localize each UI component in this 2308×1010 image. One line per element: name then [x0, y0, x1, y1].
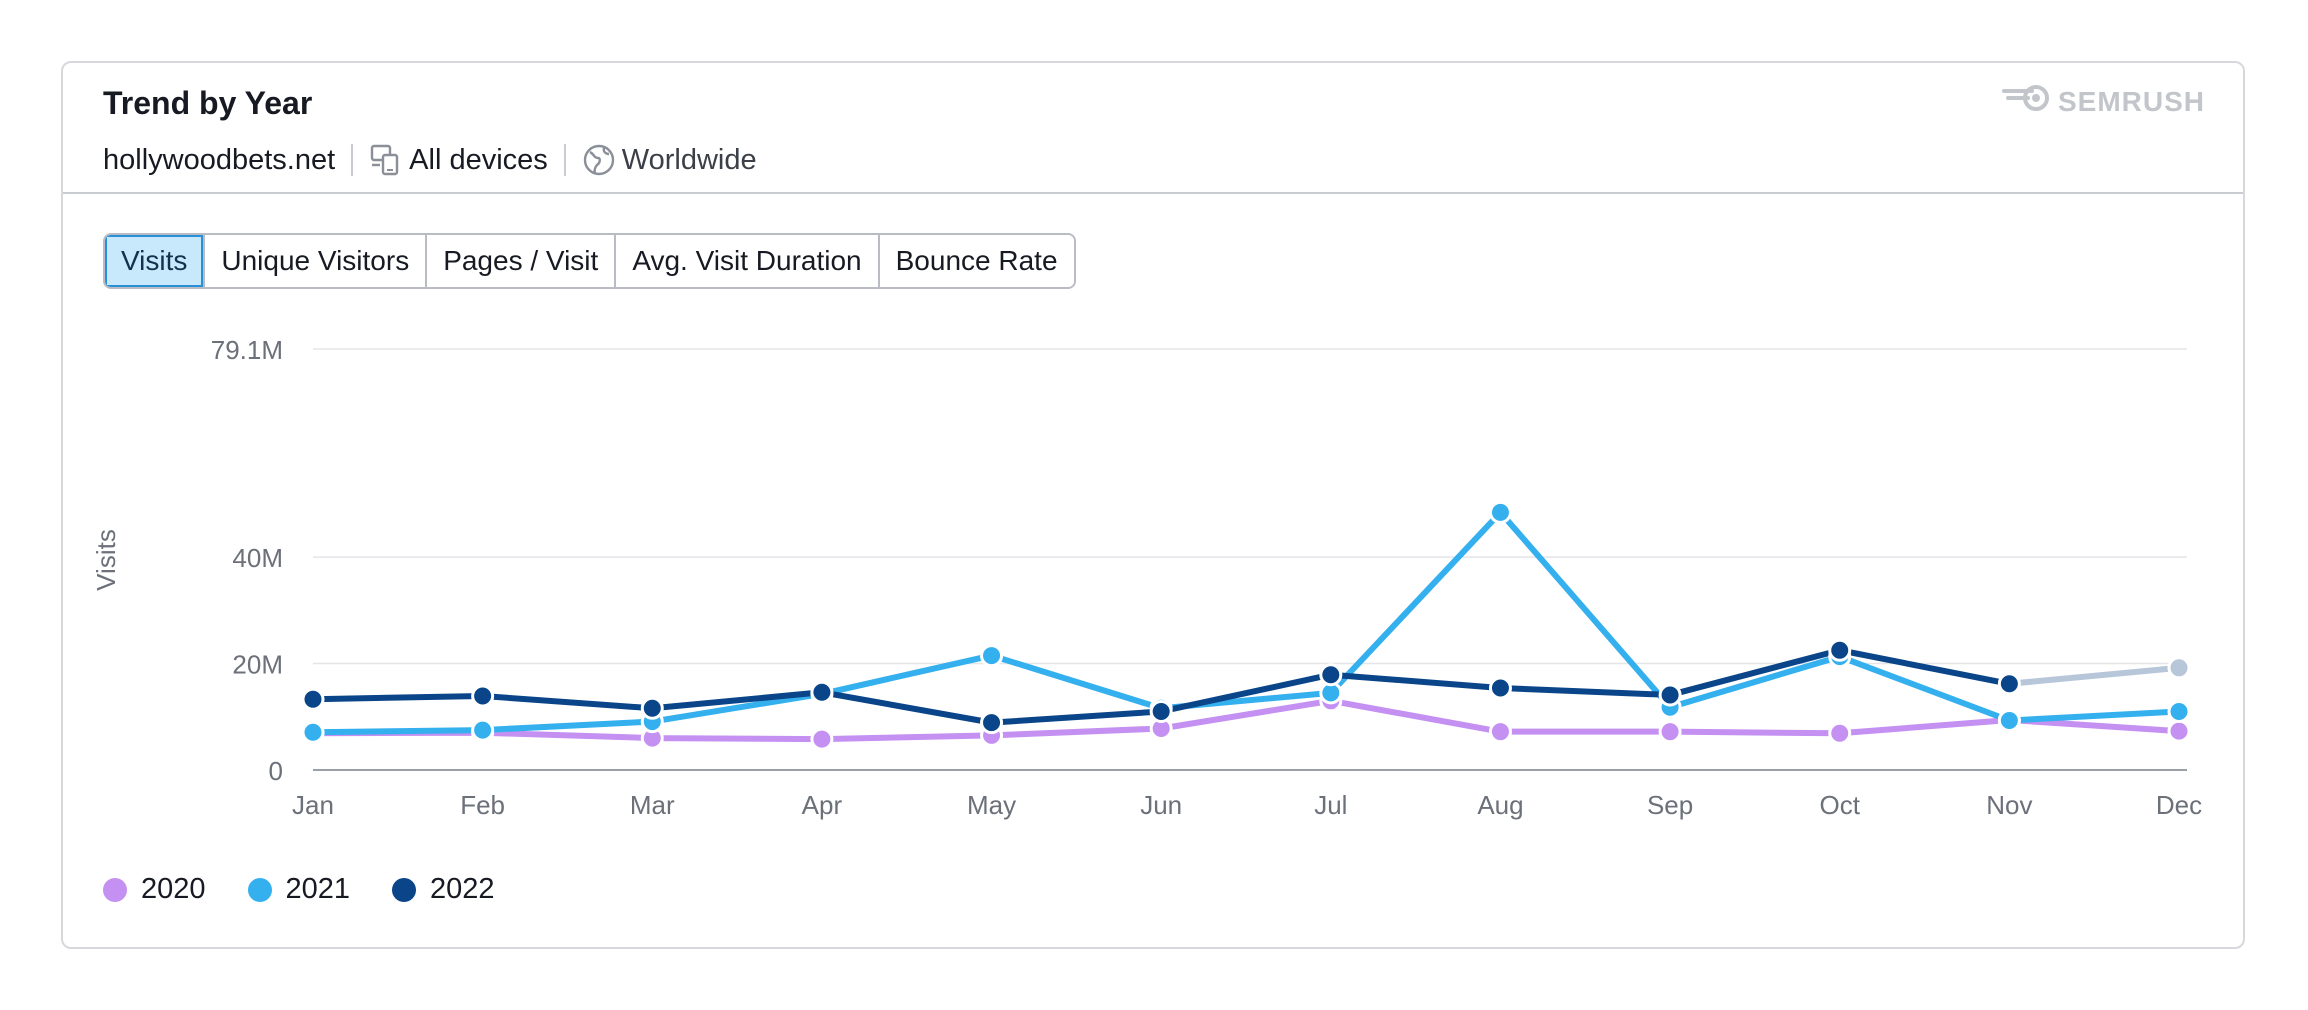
data-point-2020	[1658, 720, 1682, 744]
brand-text: SEMRUSH	[2057, 85, 2205, 117]
x-tick-label: Nov	[1986, 790, 2032, 820]
globe-icon	[582, 143, 616, 177]
data-point-2020	[810, 727, 834, 751]
data-point-2020	[1488, 720, 1512, 744]
projection-point	[2167, 656, 2191, 680]
x-tick-label: Dec	[2156, 790, 2202, 820]
data-point-2022	[1828, 638, 1852, 662]
data-point-2022	[301, 687, 325, 711]
tab-pages-per-visit[interactable]: Pages / Visit	[427, 235, 617, 287]
x-tick-label: Mar	[630, 790, 675, 820]
y-tick-label: 40M	[232, 543, 283, 573]
domain-label: hollywoodbets.net	[103, 143, 336, 176]
data-point-2021	[980, 644, 1004, 668]
series-line-2021	[310, 509, 2182, 736]
legend-dot-2020	[103, 877, 127, 902]
semrush-brand: SEMRUSH	[2001, 83, 2205, 120]
x-tick-label: Jun	[1140, 790, 1182, 820]
devices-label[interactable]: All devices	[409, 143, 548, 176]
series-line-2020	[310, 697, 2182, 743]
x-tick-label: Jul	[1314, 790, 1347, 820]
x-tick-label: Aug	[1477, 790, 1523, 820]
legend-item-2020[interactable]: 2020	[103, 873, 206, 906]
y-tick-label: 20M	[232, 650, 283, 680]
legend-label-2022: 2022	[430, 873, 495, 905]
chart-legend: 2020 2021 2022	[103, 873, 495, 906]
tab-visits[interactable]: Visits	[105, 235, 206, 287]
legend-label-2020: 2020	[141, 873, 206, 905]
metric-tabs: Visits Unique Visitors Pages / Visit Avg…	[103, 233, 1076, 289]
data-point-2022	[1997, 672, 2021, 696]
data-point-2021	[301, 720, 325, 744]
trend-line-chart: 0 20M 40M 79.1M Visits Jan Feb Mar Apr May Jun Jul A…	[91, 335, 2202, 820]
meta-divider	[563, 144, 566, 176]
legend-dot-2021	[247, 877, 272, 902]
data-point-2022	[810, 680, 834, 704]
devices-icon	[369, 143, 403, 177]
data-point-2022	[1488, 676, 1512, 700]
trend-card: Trend by Year hollywoodbets.net All devi…	[61, 61, 2245, 949]
data-point-2022	[1149, 699, 1173, 723]
region-label[interactable]: Worldwide	[621, 143, 757, 176]
data-point-2021	[471, 718, 495, 742]
x-tick-label: May	[967, 790, 1016, 820]
legend-label-2021: 2021	[285, 873, 351, 905]
data-point-2022	[640, 696, 664, 720]
x-tick-label: Apr	[802, 790, 843, 820]
meta-divider	[351, 144, 354, 176]
x-tick-label: Feb	[460, 790, 505, 820]
data-point-2022	[1658, 683, 1682, 707]
data-point-2022	[471, 684, 495, 708]
projection-line	[2006, 664, 2182, 687]
x-tick-label: Jan	[292, 790, 334, 820]
y-axis-title: Visits	[91, 529, 121, 591]
x-tick-label: Sep	[1647, 790, 1693, 820]
data-point-2020	[1828, 721, 1852, 745]
data-point-2021	[1488, 500, 1512, 524]
legend-item-2022[interactable]: 2022	[392, 873, 495, 906]
data-point-2020	[2167, 719, 2191, 743]
semrush-logo-icon	[2001, 83, 2052, 120]
y-tick-label: 79.1M	[211, 335, 283, 365]
card-title: Trend by Year	[103, 85, 313, 121]
card-header: Trend by Year hollywoodbets.net All devi…	[63, 63, 2243, 194]
data-point-2022	[1319, 663, 1343, 687]
legend-item-2021[interactable]: 2021	[247, 873, 351, 906]
tab-avg-visit-duration[interactable]: Avg. Visit Duration	[616, 235, 880, 287]
legend-dot-2022	[392, 877, 417, 902]
data-point-2022	[980, 711, 1004, 735]
data-point-2021	[2167, 699, 2191, 723]
x-tick-label: Oct	[1820, 790, 1861, 820]
data-point-2021	[1997, 709, 2021, 733]
y-tick-label: 0	[269, 756, 283, 786]
card-meta: hollywoodbets.net All devices Wor	[103, 143, 757, 177]
tab-bounce-rate[interactable]: Bounce Rate	[879, 235, 1074, 287]
tab-unique-visitors[interactable]: Unique Visitors	[205, 235, 428, 287]
